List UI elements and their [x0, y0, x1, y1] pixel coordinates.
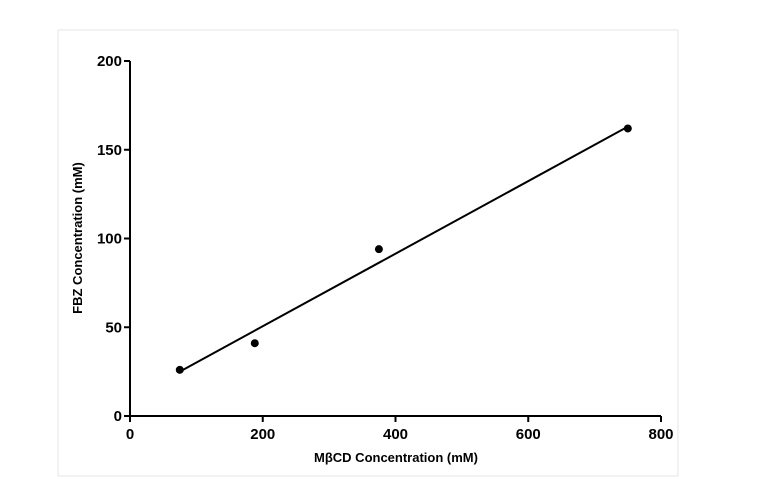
x-tick-label: 400 [383, 426, 408, 443]
y-tick-label: 0 [114, 408, 122, 425]
plot-area: 0 200 400 600 800 0 50 100 150 200 [97, 53, 674, 443]
x-axis-title: MβCD Concentration (mM) [314, 450, 478, 465]
data-point [623, 124, 632, 133]
y-tick-label: 100 [97, 231, 122, 248]
data-point [175, 365, 184, 374]
y-tick-label: 50 [105, 319, 122, 336]
y-tick-label: 200 [97, 53, 122, 70]
x-tick-label: 200 [250, 426, 275, 443]
x-tick-label: 0 [126, 426, 134, 443]
series-layer [175, 124, 632, 374]
x-tick-label: 600 [516, 426, 541, 443]
y-axis-title: FBZ Concentration (mM) [70, 162, 85, 314]
x-tick-label: 800 [648, 426, 673, 443]
regression-line [179, 125, 629, 373]
x-ticks: 0 200 400 600 800 [126, 416, 674, 443]
data-point [374, 245, 383, 254]
y-ticks: 0 50 100 150 200 [97, 53, 130, 425]
y-tick-label: 150 [97, 142, 122, 159]
data-point [250, 339, 259, 348]
